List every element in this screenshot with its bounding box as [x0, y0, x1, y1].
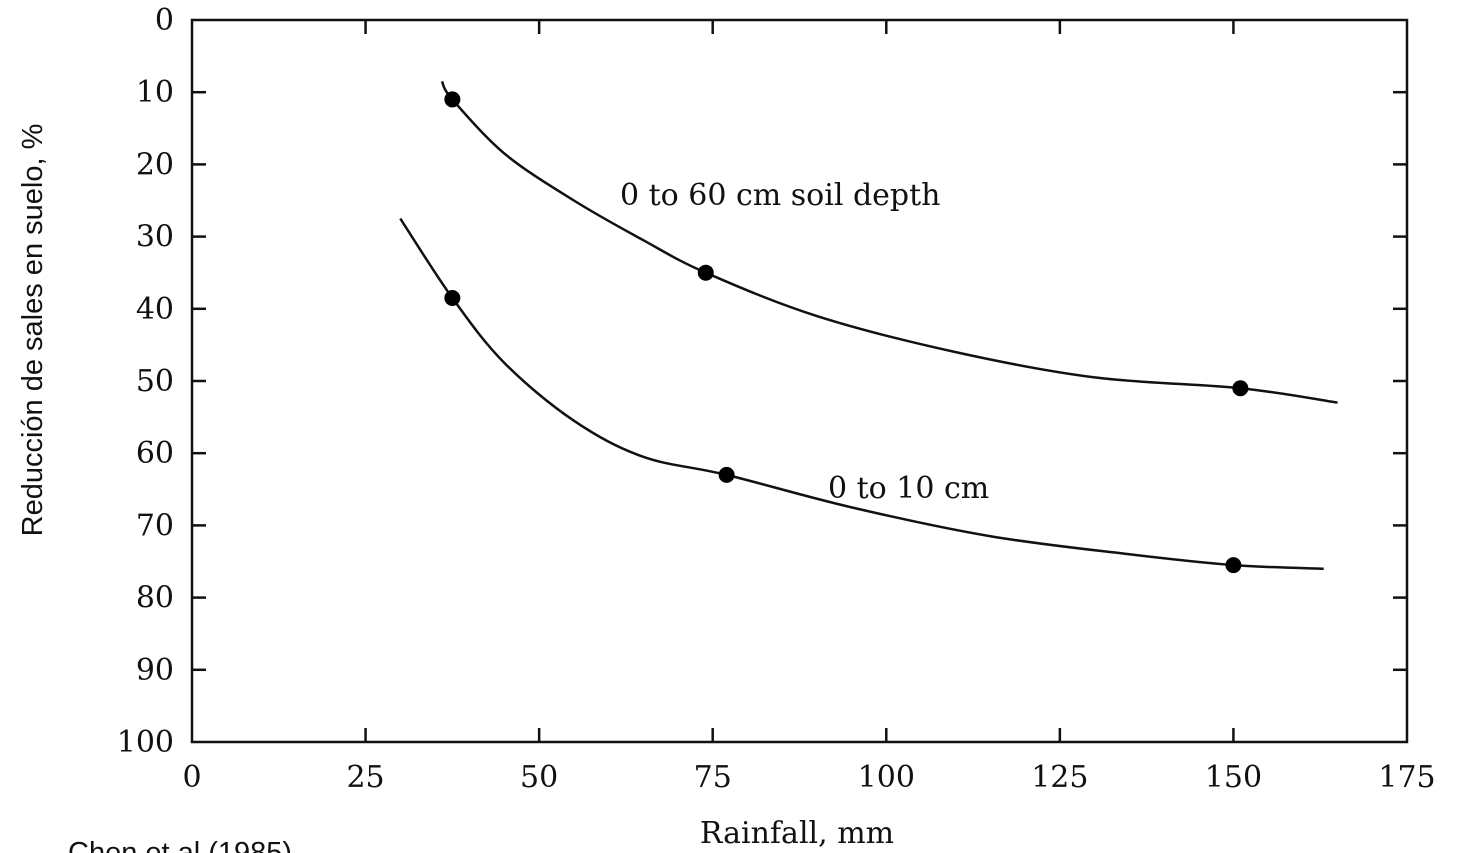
citation-text: Chen et al (1985)	[68, 837, 292, 853]
series-line-0	[440, 80, 1338, 404]
y-tick-label: 10	[136, 75, 174, 110]
y-tick-label: 70	[136, 508, 174, 543]
x-tick-label: 75	[694, 760, 732, 795]
data-point	[1225, 557, 1242, 574]
plot-frame	[190, 18, 1409, 744]
y-axis-title: Reducción de sales en suelo, %	[17, 124, 49, 537]
y-tick-label: 100	[117, 725, 174, 760]
x-tick-label: 0	[182, 760, 201, 795]
data-point	[697, 264, 714, 281]
data-point	[1232, 380, 1249, 397]
axis-ticks	[192, 20, 1407, 742]
x-tick-label: 125	[1031, 760, 1088, 795]
y-tick-label: 40	[136, 292, 174, 327]
y-tick-label: 50	[136, 364, 174, 399]
y-tick-label: 20	[136, 147, 174, 182]
y-tick-labels: 0 10 20 30 40 50 60 70 80 90 100	[117, 3, 174, 760]
x-tick-label: 175	[1378, 760, 1435, 795]
series-curves	[399, 80, 1338, 570]
y-tick-label: 30	[136, 220, 174, 255]
data-point	[444, 91, 461, 108]
x-tick-label: 100	[858, 760, 915, 795]
x-tick-label: 150	[1205, 760, 1262, 795]
y-tick-label: 0	[155, 3, 174, 38]
series-points	[444, 91, 1249, 574]
x-axis-title: Rainfall, mm	[700, 816, 894, 851]
x-tick-label: 50	[520, 760, 558, 795]
x-tick-label: 25	[346, 760, 384, 795]
series-label-0-10cm: 0 to 10 cm	[828, 471, 989, 506]
data-point	[718, 466, 735, 483]
data-point	[444, 289, 461, 306]
series-line-1	[399, 217, 1324, 570]
x-tick-labels: 0 25 50 75 100 125 150 175	[182, 760, 1435, 795]
y-tick-label: 90	[136, 653, 174, 688]
series-label-0-60cm: 0 to 60 cm soil depth	[620, 178, 941, 213]
y-tick-label: 60	[136, 436, 174, 471]
y-tick-label: 80	[136, 581, 174, 616]
